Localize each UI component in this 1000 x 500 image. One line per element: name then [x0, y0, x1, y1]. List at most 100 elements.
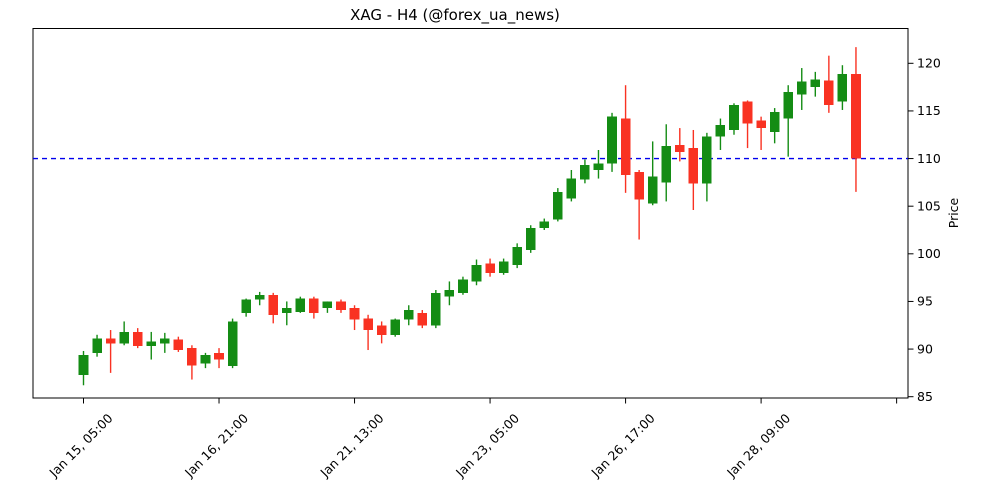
candle-down: [824, 55, 834, 113]
candle-body: [322, 301, 333, 309]
candle-up: [322, 301, 333, 313]
candle-down: [376, 321, 387, 344]
candle-up: [729, 103, 739, 135]
candle-up: [295, 296, 306, 313]
candle-down: [742, 100, 753, 149]
candle-body: [336, 301, 346, 311]
candle-up: [553, 188, 563, 222]
candle-body: [431, 292, 441, 326]
candle-down: [485, 258, 495, 277]
candle-body: [796, 81, 807, 95]
candle-body: [146, 341, 157, 347]
candle-body: [295, 298, 306, 312]
candle-body: [837, 73, 848, 102]
candle-down: [105, 330, 116, 373]
candle-up: [783, 85, 794, 157]
x-tick-label: Jan 21, 13:00: [317, 410, 387, 480]
candle-up: [607, 112, 617, 172]
x-tick-label: Jan 28, 09:00: [723, 410, 793, 480]
candle-up: [580, 159, 590, 184]
candle-up: [837, 65, 848, 110]
y-tick-label: 85: [917, 389, 933, 404]
candle-up: [119, 321, 129, 346]
candle-body: [403, 310, 414, 320]
candle-up: [241, 298, 251, 317]
candle-body: [783, 91, 794, 119]
y-tick-label: 105: [917, 198, 941, 213]
candle-up: [227, 318, 238, 369]
candle-body: [458, 279, 468, 293]
candle-body: [309, 298, 319, 313]
candle-body: [769, 111, 780, 132]
candle-down: [417, 310, 428, 329]
y-tick-label: 100: [917, 246, 941, 261]
y-axis-label: Price: [946, 197, 961, 228]
candle-up: [431, 290, 441, 329]
candle-body: [268, 294, 279, 315]
candle-body: [160, 338, 170, 344]
candle-body: [485, 263, 495, 273]
candle-body: [553, 191, 563, 220]
candle-down: [132, 328, 143, 349]
candle-up: [566, 169, 577, 202]
candle-body: [756, 120, 766, 129]
candle-down: [268, 292, 279, 324]
candle-down: [756, 116, 766, 150]
candle-body: [580, 165, 590, 180]
candle-body: [742, 101, 753, 124]
candle-body: [634, 171, 644, 200]
candle-down: [620, 85, 631, 193]
candle-body: [281, 308, 292, 313]
candle-body: [444, 290, 455, 297]
y-tick-label: 120: [917, 56, 941, 71]
candle-up: [769, 108, 780, 144]
candle-body: [214, 352, 224, 360]
candle-up: [715, 118, 726, 150]
candle-body: [200, 354, 211, 364]
candle-up: [254, 291, 265, 306]
candle-up: [810, 71, 821, 97]
candle-body: [227, 321, 238, 367]
y-tick-label: 110: [917, 151, 941, 166]
candle-body: [607, 116, 617, 164]
candle-body: [525, 228, 536, 251]
candle-body: [78, 354, 89, 375]
candle-body: [92, 338, 102, 353]
candle-body: [661, 146, 672, 183]
candle-down: [214, 348, 224, 369]
candle-up: [661, 124, 672, 202]
candle-body: [715, 125, 726, 137]
x-tick-label: Jan 15, 05:00: [46, 410, 116, 480]
candle-body: [851, 73, 861, 159]
candle-body: [593, 163, 604, 170]
x-tick-label: Jan 16, 21:00: [181, 410, 251, 480]
y-tick-label: 115: [917, 103, 941, 118]
y-tick-label: 90: [917, 341, 933, 356]
candle-body: [729, 105, 739, 130]
candle-body: [376, 325, 387, 335]
candle-down: [336, 299, 346, 313]
candle-up: [200, 352, 211, 369]
candle-body: [132, 331, 143, 347]
candle-body: [702, 136, 712, 184]
candle-up: [593, 149, 604, 179]
candle-up: [525, 225, 536, 253]
candle-body: [105, 338, 116, 344]
x-tick-label: Jan 26, 17:00: [588, 410, 658, 480]
candle-up: [146, 331, 157, 360]
candle-down: [851, 47, 861, 192]
candle-up: [796, 68, 807, 110]
candle-down: [363, 314, 373, 351]
candle-up: [512, 243, 522, 269]
candle-up: [403, 305, 414, 326]
candle-up: [444, 281, 455, 306]
candle-up: [458, 276, 468, 295]
candle-body: [674, 145, 685, 152]
x-tick-label: Jan 23, 05:00: [452, 410, 522, 480]
candle-body: [254, 294, 265, 300]
candle-body: [417, 312, 428, 326]
candle-body: [173, 339, 184, 351]
candle-down: [349, 305, 360, 331]
candle-up: [160, 332, 170, 353]
candle-up: [92, 334, 102, 357]
